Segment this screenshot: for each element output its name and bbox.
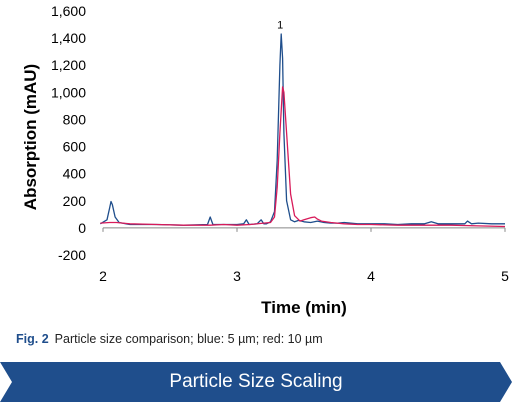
y-tick-label: 400 [63, 166, 87, 182]
y-tick-label: 1,200 [51, 57, 86, 73]
series-blue-line [99, 33, 505, 226]
banner-arrow-shape [0, 362, 512, 402]
peak-label: 1 [277, 20, 283, 32]
x-axis-title: Time (min) [261, 298, 347, 317]
series-red-line [100, 86, 506, 228]
y-tick-label: 800 [63, 111, 87, 127]
figure-label: Fig. 2 [16, 332, 49, 346]
x-tick-label: 3 [233, 268, 241, 284]
x-tick-label: 5 [501, 268, 509, 284]
y-tick-label: 1,600 [51, 3, 86, 19]
y-axis-title: Absorption (mAU) [21, 64, 40, 210]
x-tick-label: 4 [367, 268, 375, 284]
y-tick-label: 1,000 [51, 84, 86, 100]
y-tick-label: 0 [78, 220, 86, 236]
figure-caption-text: Particle size comparison; blue: 5 µm; re… [54, 332, 323, 346]
x-tick-label: 2 [99, 268, 107, 284]
y-tick-label: 1,400 [51, 30, 86, 46]
y-tick-label: -200 [58, 247, 86, 263]
section-banner: Particle Size Scaling [0, 362, 512, 402]
chromatogram-chart: -200 0 200 400 600 800 1,000 1,200 1,400 1,600 2 3… [21, 3, 509, 317]
y-tick-label: 200 [63, 193, 87, 209]
y-tick-label: 600 [63, 139, 87, 155]
banner-title: Particle Size Scaling [169, 371, 343, 392]
figure-caption: Fig. 2 Particle size comparison; blue: 5 … [16, 332, 323, 346]
